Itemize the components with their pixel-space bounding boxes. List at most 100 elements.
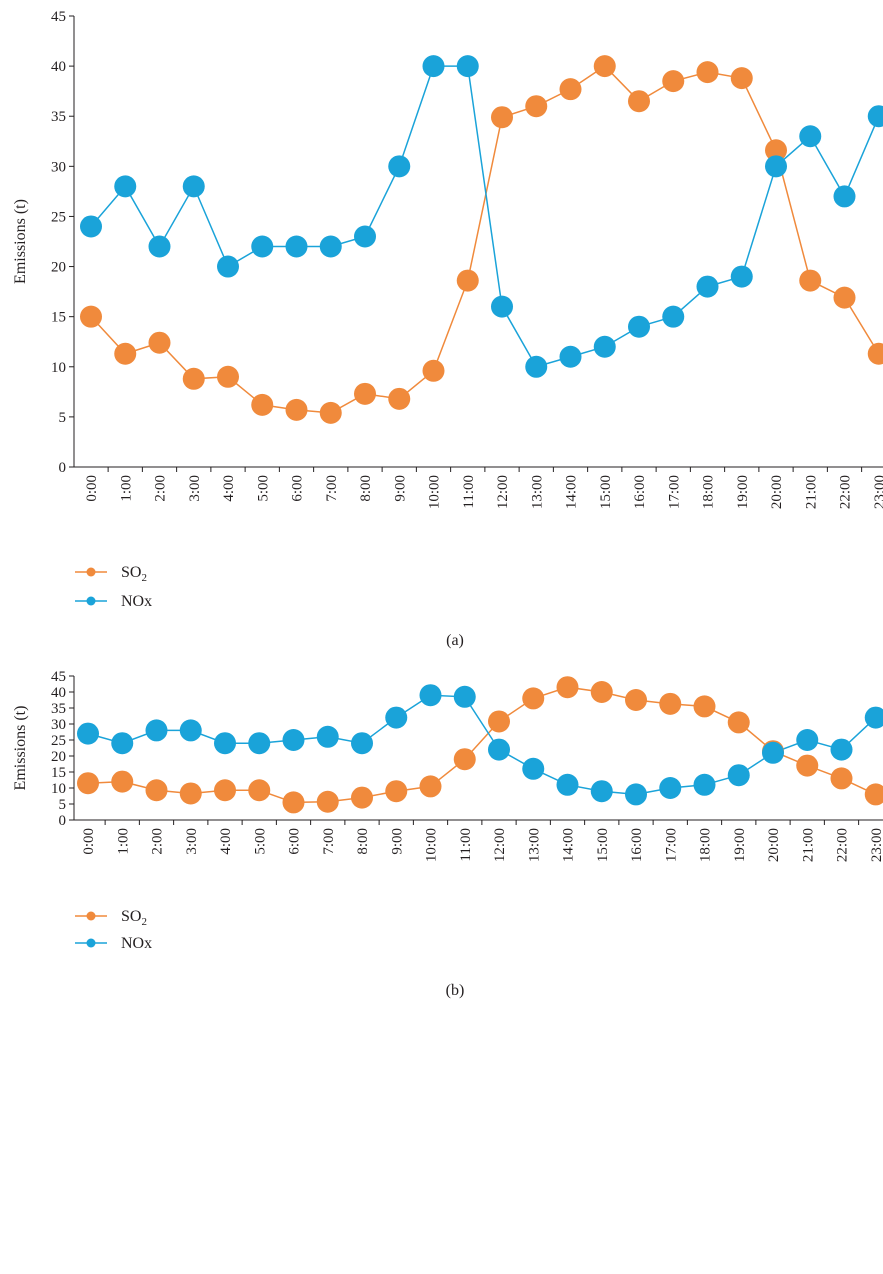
data-point-nox — [693, 773, 716, 796]
data-point-nox — [248, 732, 271, 755]
x-tick-label: 10:00 — [424, 828, 440, 862]
data-point-nox — [522, 757, 545, 780]
y-tick-label: 35 — [51, 701, 66, 717]
data-point-so2 — [867, 342, 883, 365]
data-point-nox — [388, 155, 411, 178]
y-axis-title: Emissions (t) — [12, 199, 29, 284]
data-point-nox — [867, 105, 883, 128]
x-tick-label: 8:00 — [355, 828, 371, 855]
x-tick-label: 5:00 — [255, 475, 271, 502]
data-point-so2 — [214, 779, 236, 802]
data-point-nox — [145, 719, 168, 742]
x-tick-label: 9:00 — [392, 475, 408, 502]
data-point-so2 — [182, 367, 205, 390]
data-point-so2 — [693, 695, 716, 718]
data-point-so2 — [796, 754, 819, 777]
legend-marker-so2 — [86, 567, 96, 577]
data-point-nox — [830, 738, 853, 761]
x-tick-label: 3:00 — [184, 828, 200, 855]
x-tick-label: 16:00 — [632, 475, 648, 509]
y-tick-label: 5 — [59, 797, 67, 813]
data-point-so2 — [522, 687, 545, 710]
data-point-nox — [251, 235, 274, 258]
y-tick-label: 20 — [51, 260, 66, 276]
data-point-so2 — [659, 692, 682, 715]
data-point-nox — [799, 125, 822, 148]
data-point-nox — [179, 719, 202, 742]
data-point-so2 — [385, 780, 408, 803]
data-point-so2 — [696, 61, 719, 84]
x-tick-label: 23:00 — [869, 828, 883, 862]
x-tick-label: 1:00 — [118, 475, 134, 502]
data-point-nox — [316, 725, 339, 748]
x-tick-label: 9:00 — [389, 828, 405, 855]
x-tick-label: 23:00 — [872, 475, 883, 509]
data-point-nox — [77, 722, 99, 745]
y-tick-label: 5 — [59, 410, 67, 426]
x-tick-label: 13:00 — [526, 828, 542, 862]
x-tick-label: 21:00 — [803, 475, 819, 509]
data-point-so2 — [488, 710, 510, 733]
series-line-so2 — [87, 686, 877, 804]
x-tick-label: 3:00 — [187, 475, 203, 502]
data-point-so2 — [453, 748, 476, 771]
data-point-so2 — [833, 286, 856, 309]
panel-label: (a) — [446, 632, 464, 649]
data-point-so2 — [662, 70, 685, 93]
data-point-so2 — [354, 382, 376, 405]
data-point-nox — [114, 175, 137, 198]
y-tick-label: 15 — [51, 765, 66, 781]
data-point-nox — [217, 255, 239, 278]
data-point-nox — [419, 684, 442, 707]
x-tick-label: 22:00 — [835, 828, 851, 862]
data-point-nox — [696, 275, 719, 298]
y-tick-label: 30 — [51, 159, 66, 175]
data-point-nox — [593, 335, 616, 358]
data-point-nox — [765, 155, 787, 178]
data-point-so2 — [491, 106, 513, 129]
data-point-nox — [491, 295, 513, 318]
x-tick-label: 8:00 — [358, 475, 374, 502]
data-point-so2 — [590, 681, 613, 703]
x-tick-label: 13:00 — [529, 475, 545, 509]
legend-marker-nox — [86, 938, 96, 948]
series-line-so2 — [90, 65, 880, 414]
data-point-nox — [488, 738, 510, 761]
data-point-nox — [214, 732, 236, 755]
data-point-nox — [422, 55, 445, 78]
data-point-so2 — [765, 139, 787, 162]
data-point-so2 — [316, 790, 339, 813]
data-point-so2 — [145, 779, 168, 802]
data-point-so2 — [625, 689, 647, 711]
data-point-nox — [559, 345, 582, 368]
y-tick-label: 10 — [51, 781, 66, 797]
y-tick-label: 25 — [51, 733, 66, 749]
data-point-so2 — [628, 90, 650, 113]
x-tick-label: 6:00 — [290, 475, 306, 502]
data-point-so2 — [77, 772, 99, 795]
x-tick-label: 16:00 — [629, 828, 645, 862]
data-point-so2 — [559, 78, 582, 101]
data-point-nox — [625, 783, 647, 806]
x-tick-label: 4:00 — [218, 828, 234, 855]
legend-label-so2: SO2 — [121, 564, 147, 584]
x-tick-label: 2:00 — [153, 475, 169, 502]
data-point-so2 — [727, 711, 750, 734]
data-point-nox — [80, 215, 102, 238]
legend-marker-nox — [86, 596, 96, 606]
x-tick-label: 5:00 — [252, 828, 268, 855]
y-tick-label: 10 — [51, 360, 66, 376]
x-tick-label: 0:00 — [81, 828, 97, 855]
data-point-nox — [556, 773, 579, 796]
data-point-so2 — [730, 67, 753, 90]
legend-label-nox: NOx — [121, 935, 152, 952]
x-tick-label: 12:00 — [495, 475, 511, 509]
y-tick-label: 15 — [51, 310, 66, 326]
data-point-so2 — [830, 767, 853, 790]
data-point-nox — [453, 685, 476, 708]
data-point-so2 — [864, 783, 883, 806]
series-line-nox — [90, 65, 880, 368]
x-tick-label: 10:00 — [427, 475, 443, 509]
data-point-nox — [590, 780, 613, 803]
